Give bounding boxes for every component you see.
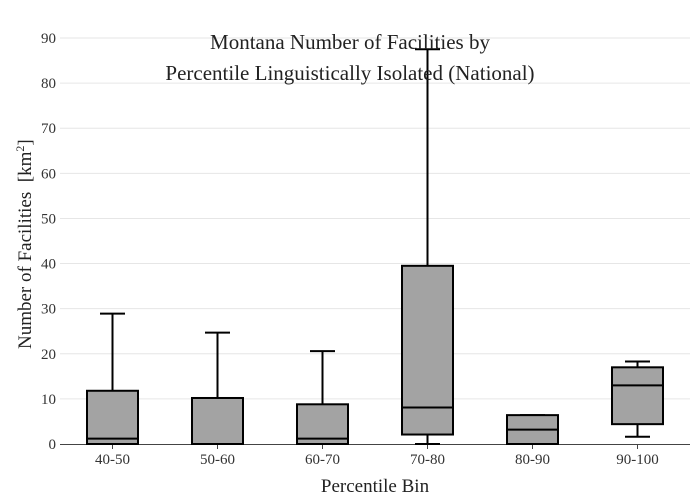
y-axis-label: Number of Facilities [km2] [13,109,37,379]
y-tick-label: 60 [41,166,56,182]
y-axis-unit-sup: 2 [12,145,27,152]
x-tick-label: 90-100 [616,452,659,468]
y-tick-label: 0 [49,437,57,453]
gridlines [60,37,690,400]
boxes [86,48,664,445]
axes [60,444,690,449]
box-50-60 [191,331,244,445]
y-tick-label: 50 [41,211,56,227]
box-iqr [611,366,664,426]
y-tick-label: 20 [41,347,56,363]
y-tick-label: 90 [41,31,56,47]
box-iqr [401,264,454,436]
x-tick-label: 40-50 [95,452,130,468]
x-tick-label: 70-80 [410,452,445,468]
y-axis-label-text: Number of Facilities [15,191,37,350]
y-tick-label: 40 [41,257,56,273]
y-tick-label: 80 [41,76,56,92]
tick-labels: 0 10 20 30 40 50 60 70 80 90 40-50 50-60 60-70 70-80 8… [41,31,659,468]
chart-title-line-2: Percentile Linguistically Isolated (Nati… [165,61,535,85]
box-iqr [296,403,349,445]
box-80-90 [506,414,559,445]
box-40-50 [86,312,139,445]
y-axis-unit: [km [15,151,37,183]
y-tick-label: 30 [41,302,56,318]
x-axis-label: Percentile Bin [320,476,430,497]
box-70-80 [401,48,454,445]
y-tick-label: 10 [41,392,56,408]
box-iqr [86,389,139,445]
box-90-100 [611,360,664,438]
chart-title-line-1: Montana Number of Facilities by [210,30,490,54]
box-60-70 [296,350,349,445]
x-tick-label: 50-60 [200,452,235,468]
x-tick-label: 60-70 [305,452,340,468]
y-tick-label: 70 [41,121,56,137]
y-axis-unit-close: ] [15,139,37,146]
x-tick-label: 80-90 [515,452,550,468]
box-iqr [191,396,244,445]
